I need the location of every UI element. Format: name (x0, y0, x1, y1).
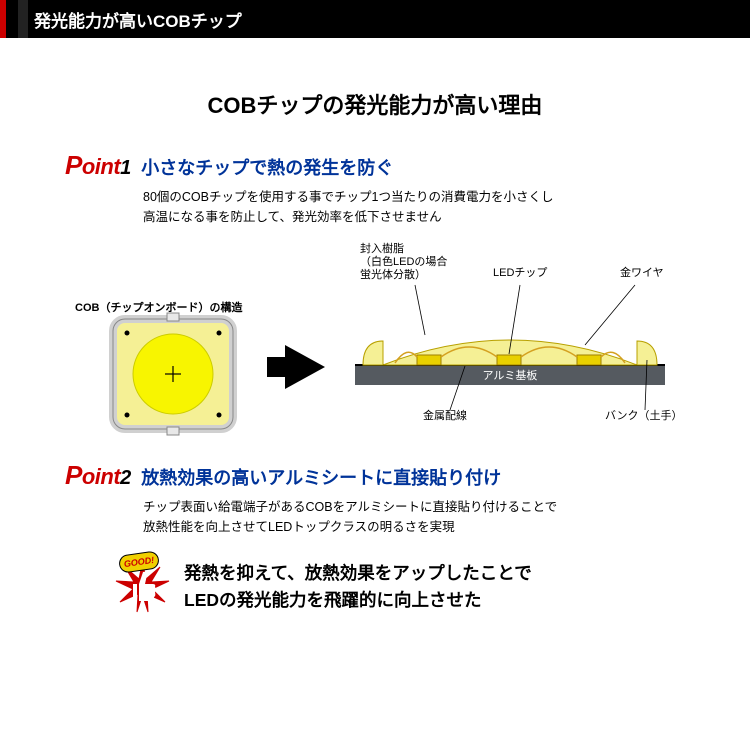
point-p: P (65, 150, 82, 180)
cross-section-diagram: アルミ基板 (345, 245, 695, 440)
main-title: COBチップの発光能力が高い理由 (65, 88, 685, 120)
point-2-desc: チップ表面い給電端子があるCOBをアルミシートに直接貼り付けることで 放熱性能を… (143, 497, 685, 537)
label-wiring: 金属配線 (423, 410, 467, 423)
content-area: COBチップの発光能力が高い理由 Point1 小さなチップで熱の発生を防ぐ 8… (0, 38, 750, 614)
section-header: 発光能力が高いCOBチップ (0, 0, 750, 38)
header-title: 発光能力が高いCOBチップ (34, 7, 242, 32)
substrate-text: アルミ基板 (483, 368, 538, 382)
point-1-head: Point1 小さなチップで熱の発生を防ぐ (65, 150, 685, 181)
point-p2: P (65, 460, 82, 490)
point-num-1: 1 (120, 157, 131, 180)
point-1-desc-l1: 80個のCOBチップを使用する事でチップ1つ当たりの消費電力を小さくし (143, 190, 553, 204)
conclusion-l2: LEDの発光能力を飛躍的に向上させた (184, 590, 482, 610)
point-num-2: 2 (120, 467, 131, 490)
label-led-chip: LEDチップ (493, 267, 547, 280)
arrow-icon (285, 345, 325, 389)
point-label-2: Point (65, 460, 120, 491)
point-rest2: oint (82, 464, 120, 489)
point-1-desc: 80個のCOBチップを使用する事でチップ1つ当たりの消費電力を小さくし 高温にな… (143, 187, 685, 227)
cob-diagram: COB（チップオンボード）の構造 アルミ基板 (75, 245, 685, 435)
point-2-desc-l1: チップ表面い給電端子があるCOBをアルミシートに直接貼り付けることで (143, 500, 557, 514)
good-badge-icon: GOOD! (115, 559, 170, 614)
conclusion-row: GOOD! 発熱を抑えて、放熱効果をアップしたことで LEDの発光能力を飛躍的に… (115, 559, 685, 614)
conclusion-l1: 発熱を抑えて、放熱効果をアップしたことで (184, 563, 532, 583)
label-gold-wire: 金ワイヤ (620, 267, 664, 280)
point-rest: oint (82, 154, 120, 179)
label-bank: バンク（土手） (605, 410, 683, 423)
cob-chip-icon (103, 309, 253, 439)
conclusion-text: 発熱を抑えて、放熱効果をアップしたことで LEDの発光能力を飛躍的に向上させた (184, 560, 532, 613)
point-2-head: Point2 放熱効果の高いアルミシートに直接貼り付け (65, 460, 685, 491)
point-2-desc-l2: 放熱性能を向上させてLEDトップクラスの明るさを実現 (143, 520, 455, 534)
point-1-desc-l2: 高温になる事を防止して、発光効率を低下させません (143, 210, 442, 224)
header-accent (0, 0, 6, 38)
label-resin: 封入樹脂（白色LEDの場合蛍光体分散） (360, 243, 447, 283)
point-1: Point1 小さなチップで熱の発生を防ぐ 80個のCOBチップを使用する事でチ… (65, 150, 685, 227)
point-2: Point2 放熱効果の高いアルミシートに直接貼り付け チップ表面い給電端子があ… (65, 460, 685, 537)
point-2-title: 放熱効果の高いアルミシートに直接貼り付け (141, 464, 501, 490)
header-indent (18, 0, 28, 38)
point-label-1: Point (65, 150, 120, 181)
point-1-title: 小さなチップで熱の発生を防ぐ (141, 154, 393, 180)
